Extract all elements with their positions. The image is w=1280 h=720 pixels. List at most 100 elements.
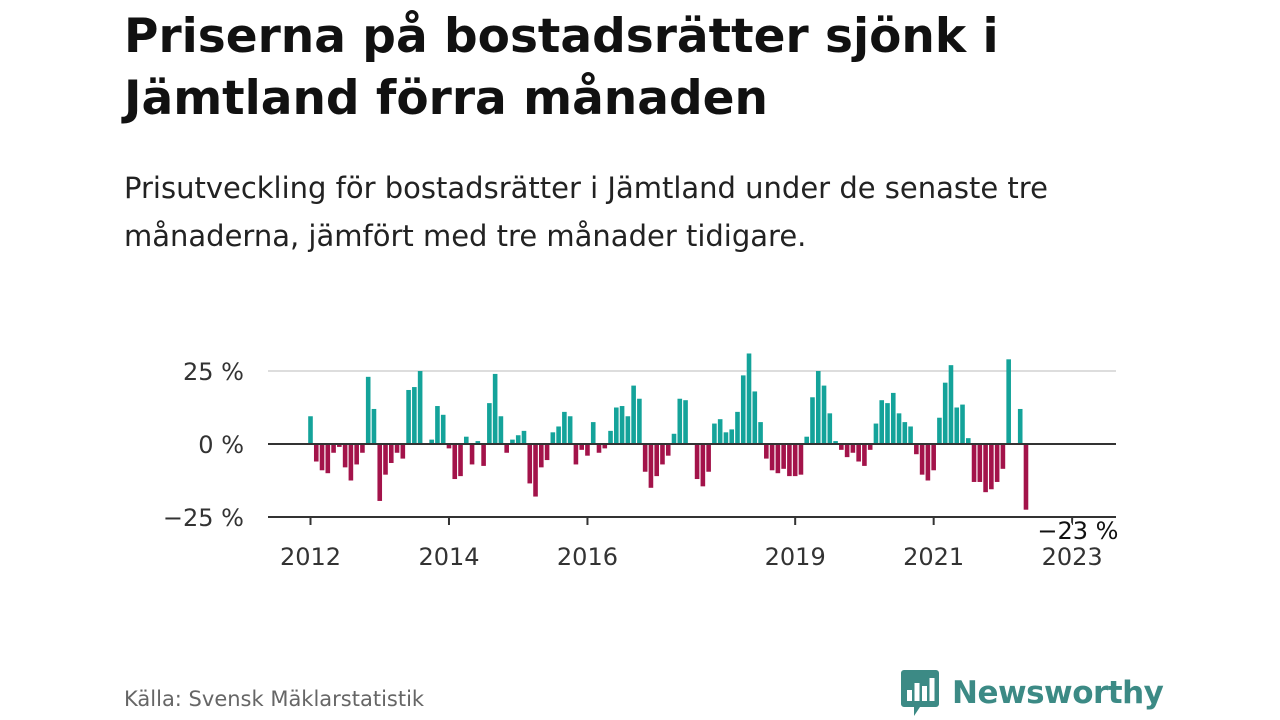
x-tick-label: 2023 bbox=[1042, 543, 1103, 571]
x-tick-label: 2012 bbox=[280, 543, 341, 571]
bar bbox=[994, 444, 1000, 482]
brand[interactable]: Newsworthy bbox=[900, 668, 1164, 718]
bar bbox=[683, 400, 688, 444]
bar bbox=[619, 406, 625, 444]
y-tick-label: −25 % bbox=[163, 504, 244, 532]
bar bbox=[539, 444, 544, 468]
bar bbox=[717, 419, 723, 444]
bar bbox=[308, 416, 313, 444]
bar bbox=[746, 353, 752, 444]
bar bbox=[873, 423, 879, 444]
bar bbox=[596, 444, 602, 453]
bar bbox=[406, 389, 411, 444]
labels: 25 % 0 % −25 % 2012 2014 2016 2019 2021 2023−23 … bbox=[163, 358, 1121, 571]
bar bbox=[360, 444, 365, 453]
bar bbox=[550, 432, 556, 444]
bar bbox=[654, 444, 659, 477]
bar bbox=[371, 408, 377, 444]
bar bbox=[937, 417, 942, 444]
chart-title: Priserna på bostadsrätter sjönk i Jämtla… bbox=[124, 9, 999, 126]
y-tick-label: 0 % bbox=[198, 431, 244, 459]
bar bbox=[723, 432, 729, 444]
bar bbox=[983, 444, 988, 493]
bar bbox=[989, 444, 994, 490]
bar bbox=[440, 414, 446, 444]
value-annotation: −23 % bbox=[1037, 517, 1118, 545]
bar bbox=[781, 444, 786, 469]
bar bbox=[556, 426, 561, 444]
bar bbox=[579, 444, 584, 450]
bar bbox=[487, 403, 492, 444]
bar bbox=[475, 441, 481, 444]
bar bbox=[885, 403, 890, 444]
bar bbox=[867, 444, 873, 450]
bar bbox=[337, 444, 342, 447]
bar bbox=[890, 392, 896, 444]
bar bbox=[544, 444, 550, 461]
bar bbox=[400, 444, 406, 459]
bar bbox=[429, 439, 434, 444]
bar bbox=[590, 422, 596, 444]
bar bbox=[383, 444, 388, 475]
bar bbox=[608, 430, 613, 444]
bar bbox=[665, 444, 671, 456]
bar bbox=[319, 444, 325, 471]
bar bbox=[931, 444, 936, 471]
bar bbox=[833, 441, 838, 444]
bar bbox=[804, 436, 810, 444]
bar bbox=[850, 444, 856, 453]
bar bbox=[354, 444, 359, 465]
x-tick-label: 2014 bbox=[418, 543, 479, 571]
bar bbox=[792, 444, 798, 477]
bar bbox=[787, 444, 792, 477]
bar bbox=[862, 444, 867, 466]
bar bbox=[879, 400, 885, 444]
bar bbox=[412, 387, 417, 444]
bar bbox=[671, 433, 677, 444]
x-tick-label: 2016 bbox=[557, 543, 618, 571]
bar bbox=[977, 444, 983, 482]
bar bbox=[827, 413, 833, 444]
bar bbox=[625, 416, 631, 444]
bar bbox=[1017, 408, 1023, 444]
bar bbox=[573, 444, 579, 465]
bar bbox=[1006, 359, 1011, 444]
bar bbox=[896, 413, 902, 444]
bar bbox=[533, 444, 538, 497]
bar bbox=[521, 430, 527, 444]
bar bbox=[706, 444, 711, 472]
bar bbox=[775, 444, 781, 474]
axes bbox=[268, 443, 1116, 525]
bar bbox=[769, 444, 775, 471]
bar bbox=[908, 426, 913, 444]
bar bbox=[637, 398, 642, 444]
bar bbox=[758, 422, 763, 444]
bar bbox=[515, 435, 521, 444]
bar bbox=[729, 429, 735, 444]
bar bbox=[1000, 444, 1006, 469]
bar bbox=[965, 438, 971, 444]
bar bbox=[925, 444, 931, 481]
bar bbox=[331, 444, 336, 453]
bar bbox=[902, 422, 908, 444]
x-tick-label: 2019 bbox=[765, 543, 826, 571]
bar bbox=[562, 411, 567, 444]
bar bbox=[942, 382, 948, 444]
bar bbox=[960, 404, 965, 444]
bar bbox=[752, 391, 758, 444]
bar bbox=[821, 385, 827, 444]
bar-chart-speech-bubble-icon bbox=[901, 670, 939, 716]
bar bbox=[764, 444, 769, 459]
bar bbox=[919, 444, 925, 475]
bar bbox=[377, 444, 383, 501]
bar bbox=[1023, 444, 1029, 510]
bar bbox=[469, 444, 475, 465]
bar bbox=[677, 398, 683, 444]
brand-name: Newsworthy bbox=[952, 675, 1164, 711]
bar bbox=[417, 371, 423, 444]
bar bbox=[740, 375, 746, 444]
bar bbox=[631, 385, 636, 444]
bar bbox=[585, 444, 590, 456]
bar bbox=[856, 444, 861, 462]
bar bbox=[510, 439, 515, 444]
